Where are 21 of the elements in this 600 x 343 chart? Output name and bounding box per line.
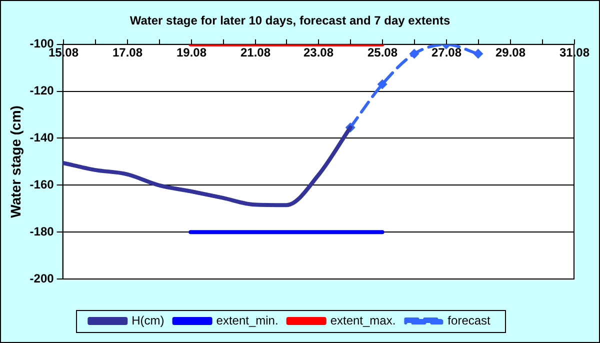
- legend-label: forecast: [448, 313, 492, 328]
- y-tick-label: -180: [30, 224, 54, 238]
- x-tick-label: 23.08: [303, 46, 334, 60]
- y-tick-label: -200: [30, 271, 54, 286]
- legend-label: extent_max.: [330, 313, 396, 328]
- y-tick-label: -140: [30, 130, 54, 145]
- legend-label: extent_min.: [216, 313, 278, 328]
- x-tick-label: 25.08: [367, 46, 398, 60]
- y-tick-label: -160: [30, 177, 54, 192]
- chart-title: Water stage for later 10 days, forecast and 7 day extents: [130, 14, 450, 28]
- x-tick-label: 21.08: [240, 46, 271, 60]
- y-tick-label: -120: [30, 84, 54, 98]
- x-tick-label: 19.08: [176, 46, 207, 60]
- point: [473, 48, 484, 59]
- point: [377, 79, 388, 90]
- point: [409, 48, 420, 59]
- x-tick-label: 27.08: [431, 46, 462, 60]
- legend-label: H(cm): [132, 313, 164, 328]
- y-axis-title: Water stage (cm): [7, 106, 24, 218]
- x-tick-label: 17.08: [112, 46, 143, 60]
- x-tick-label: 29.08: [495, 46, 526, 60]
